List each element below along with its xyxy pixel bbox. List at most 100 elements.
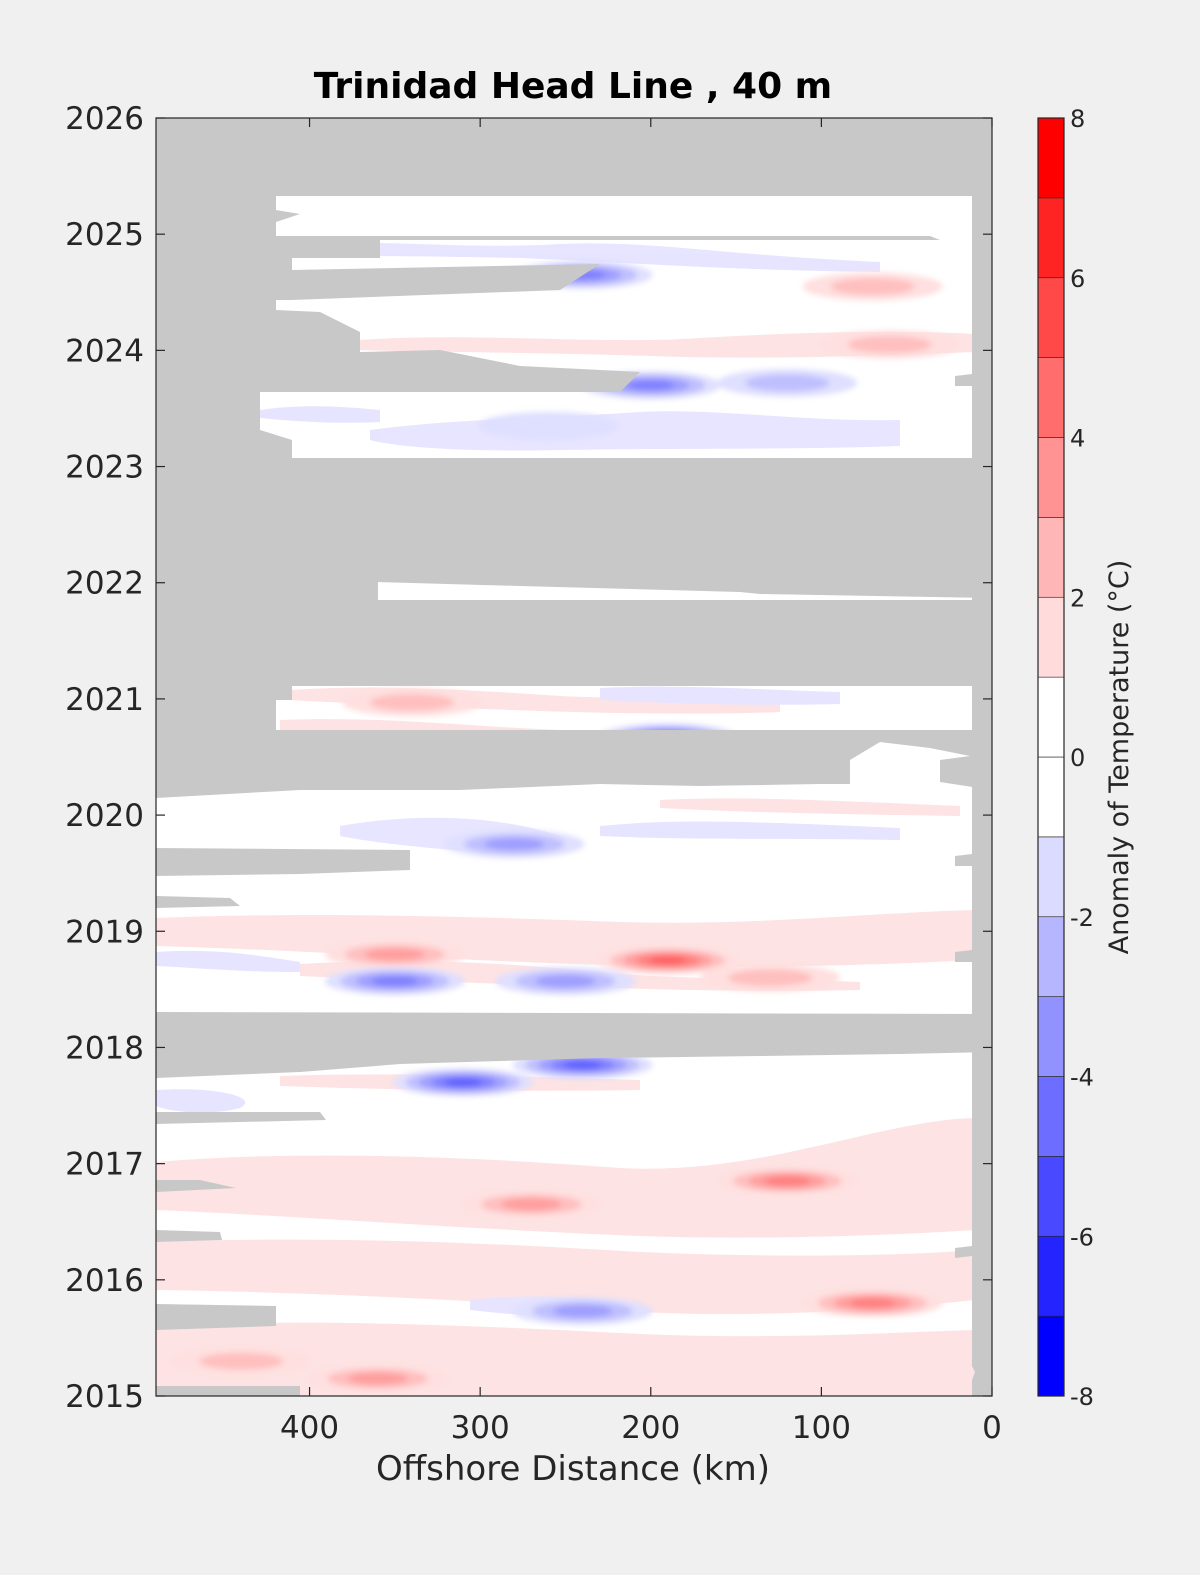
colorbar-segment [1037, 437, 1065, 518]
anomaly-contour [847, 336, 932, 353]
anomaly-contour [371, 976, 419, 986]
chart-title: Trinidad Head Line , 40 m [314, 66, 832, 107]
y-tick-label: 2019 [65, 914, 144, 950]
colorbar: 8 6 4 2 0 -2 -4 -6 -8 [1037, 105, 1094, 1411]
anomaly-feature [819, 330, 960, 359]
colorbar-segment [1037, 1076, 1065, 1157]
colorbar-segment [1037, 1156, 1065, 1237]
missing-data-regions [156, 118, 992, 1396]
anomaly-feature [307, 1364, 448, 1393]
colorbar-segment [1037, 517, 1065, 598]
anomaly-contour [444, 1078, 483, 1087]
anomaly-feature [717, 368, 858, 397]
y-tick-label: 2015 [65, 1379, 144, 1415]
y-tick-label: 2025 [65, 217, 144, 253]
y-tick-label: 2023 [65, 450, 144, 486]
x-tick-label: 300 [451, 1410, 510, 1446]
y-tick-label: 2024 [65, 333, 144, 369]
x-tick-label: 400 [280, 1410, 339, 1446]
plot-area [156, 118, 992, 1396]
colorbar-tick-label: -8 [1070, 1383, 1094, 1411]
anomaly-contour [501, 1198, 562, 1211]
y-tick-label: 2018 [65, 1030, 144, 1066]
colorbar-segment [1037, 756, 1065, 838]
anomaly-feature [700, 963, 841, 992]
anomaly-contour [648, 956, 687, 965]
anomaly-contour [728, 969, 813, 987]
anomaly-feature [171, 1347, 312, 1376]
colorbar-tick-label: 0 [1070, 744, 1085, 772]
x-axis-label: Offshore Distance (km) [376, 1449, 770, 1489]
anomaly-feature [512, 1297, 653, 1326]
anomaly-feature [324, 967, 465, 996]
anomaly-feature [393, 1068, 534, 1097]
colorbar-tick-label: -6 [1070, 1223, 1094, 1251]
y-tick-label: 2020 [65, 798, 144, 834]
colorbar-segment [1037, 117, 1065, 199]
x-tick-label: 100 [792, 1410, 851, 1446]
anomaly-contour [763, 1176, 811, 1186]
anomaly-contour [347, 1372, 408, 1385]
anomaly-contour [199, 1352, 284, 1370]
anomaly-contour [484, 838, 545, 851]
anomaly-feature [495, 967, 636, 996]
missing-data-nearshore [972, 118, 992, 1396]
anomaly-features [171, 260, 960, 1393]
anomaly-contour [364, 948, 425, 961]
x-tick-label: 0 [982, 1410, 1002, 1446]
colorbar-tick-label: -2 [1070, 904, 1094, 932]
colorbar-tick-label: 6 [1070, 265, 1085, 293]
x-tick-label: 200 [621, 1410, 680, 1446]
colorbar-segment [1037, 836, 1065, 918]
anomaly-feature [717, 1167, 858, 1196]
colorbar-segment [1037, 197, 1065, 279]
y-tick-label: 2016 [65, 1263, 144, 1299]
anomaly-contour [627, 380, 675, 390]
colorbar-segment [1037, 916, 1065, 997]
anomaly-feature [324, 940, 465, 969]
colorbar-segment [1037, 277, 1065, 358]
colorbar-segment [1037, 676, 1065, 758]
anomaly-contour [478, 411, 619, 440]
anomaly-contour [552, 1305, 613, 1318]
colorbar-tick-label: 2 [1070, 584, 1085, 612]
anomaly-feature [461, 1190, 602, 1219]
y-tick-label: 2021 [65, 682, 144, 718]
anomaly-contour [369, 693, 454, 711]
colorbar-segment [1037, 357, 1065, 438]
anomaly-contour [745, 374, 830, 392]
colorbar-segment [1037, 1315, 1065, 1397]
anomaly-feature [597, 946, 738, 975]
anomaly-feature [341, 688, 482, 717]
colorbar-segment [1037, 1235, 1065, 1317]
anomaly-contour [563, 1061, 602, 1069]
missing-data-2019-2020 [156, 848, 410, 876]
y-tick-label: 2026 [65, 101, 144, 137]
missing-data-2020-2021 [156, 712, 992, 798]
missing-data-2017-strips [156, 1112, 326, 1396]
colorbar-tick-label: -4 [1070, 1064, 1094, 1092]
colorbar-frame [1037, 117, 1065, 1397]
colorbar-label: Anomaly of Temperature (°C) [1104, 560, 1135, 955]
plot-frame [155, 117, 993, 1397]
y-tick-label: 2022 [65, 566, 144, 602]
missing-data-left-2022-2026 [156, 118, 992, 470]
anomaly-feature [444, 830, 585, 859]
anomaly-contour [535, 975, 596, 988]
missing-data-2019-strip [156, 896, 240, 908]
missing-data-2018 [156, 1012, 992, 1078]
colorbar-tick-label: 4 [1070, 425, 1085, 453]
y-tick-label: 2017 [65, 1147, 144, 1183]
colorbar-segment [1037, 996, 1065, 1077]
missing-data-2022-2023 [156, 458, 992, 598]
x-axis: 400 300 200 100 0 [280, 118, 1002, 1446]
colorbar-tick-label: 8 [1070, 105, 1085, 133]
y-axis: 2026 2025 2024 2023 2022 2021 2020 2019 2018 2017… [65, 101, 992, 1415]
anomaly-contour [849, 1298, 896, 1308]
anomaly-feature [802, 1289, 943, 1318]
anomaly-contour [830, 278, 915, 295]
missing-data-2021-2022 [156, 592, 992, 712]
colorbar-segment [1037, 596, 1065, 678]
anomaly-feature [478, 411, 619, 440]
